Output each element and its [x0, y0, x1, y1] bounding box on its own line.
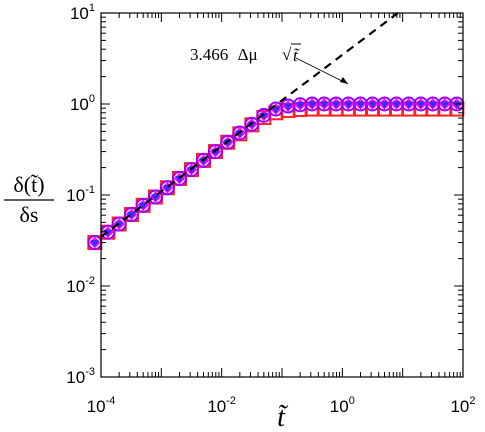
circle-marker: [232, 125, 248, 141]
annotation-text: 3.466 Δμ: [190, 45, 258, 64]
triangle-marker: [356, 101, 365, 109]
triangle-marker: [319, 101, 329, 109]
circle-marker: [183, 162, 199, 178]
triangle-marker: [380, 101, 389, 109]
axis-tick-labels: 10-4 10-2 100 102 10-3 10-2 10-1 100 101: [66, 2, 475, 416]
triangle-marker: [151, 194, 160, 202]
y-label-numerator: δ(t̃): [13, 172, 44, 197]
triangle-marker: [452, 101, 462, 109]
x-tick-label: 10-4: [87, 395, 116, 416]
triangle-marker: [416, 101, 426, 109]
y-tick-label: 100: [70, 93, 95, 114]
circle-marker: [123, 207, 139, 223]
fit-annotation: 3.466 Δμ √ t̃: [190, 43, 349, 85]
sqrt-sign: √: [282, 45, 292, 64]
annotation-variable: t̃: [293, 46, 300, 65]
x-tick-label: 10-2: [207, 395, 236, 416]
circle-marker: [135, 197, 151, 213]
circle-marker: [111, 216, 127, 232]
triangle-marker: [368, 101, 377, 109]
y-axis-label: δ(t̃) δs: [4, 172, 54, 227]
triangle-marker: [428, 101, 438, 109]
triangle-marker: [392, 101, 401, 109]
x-tick-label: 100: [330, 395, 355, 416]
triangle-marker: [138, 202, 148, 210]
x-axis-label: t̃: [277, 402, 289, 432]
data-markers: [87, 96, 465, 251]
annotation-arrowhead: [340, 77, 348, 84]
y-tick-label: 10-2: [66, 275, 95, 296]
power-law-reference-line: [100, 12, 399, 238]
circle-marker: [256, 107, 272, 123]
triangle-marker: [90, 240, 100, 248]
circle-marker: [220, 134, 236, 150]
y-tick-label: 10-3: [66, 366, 95, 387]
triangle-marker: [162, 185, 172, 193]
triangle-marker: [404, 101, 414, 109]
axis-ticks: [100, 12, 464, 378]
triangle-marker: [343, 101, 353, 109]
triangle-marker: [307, 101, 317, 109]
triangle-marker: [295, 102, 305, 110]
circle-marker: [171, 170, 187, 186]
annotation-arrow: [295, 57, 349, 85]
x-tick-label: 102: [450, 395, 475, 416]
circle-marker: [196, 152, 212, 168]
circle-marker: [147, 189, 163, 205]
triangle-marker: [271, 106, 281, 114]
triangle-marker: [331, 101, 341, 109]
y-label-denominator: δs: [20, 202, 39, 227]
y-tick-label: 101: [70, 2, 95, 23]
circle-marker: [244, 116, 260, 132]
circle-marker: [159, 180, 175, 196]
y-tick-label: 10-1: [66, 184, 95, 205]
circle-marker: [207, 144, 223, 160]
triangle-marker: [283, 103, 293, 111]
triangle-marker: [440, 101, 450, 109]
